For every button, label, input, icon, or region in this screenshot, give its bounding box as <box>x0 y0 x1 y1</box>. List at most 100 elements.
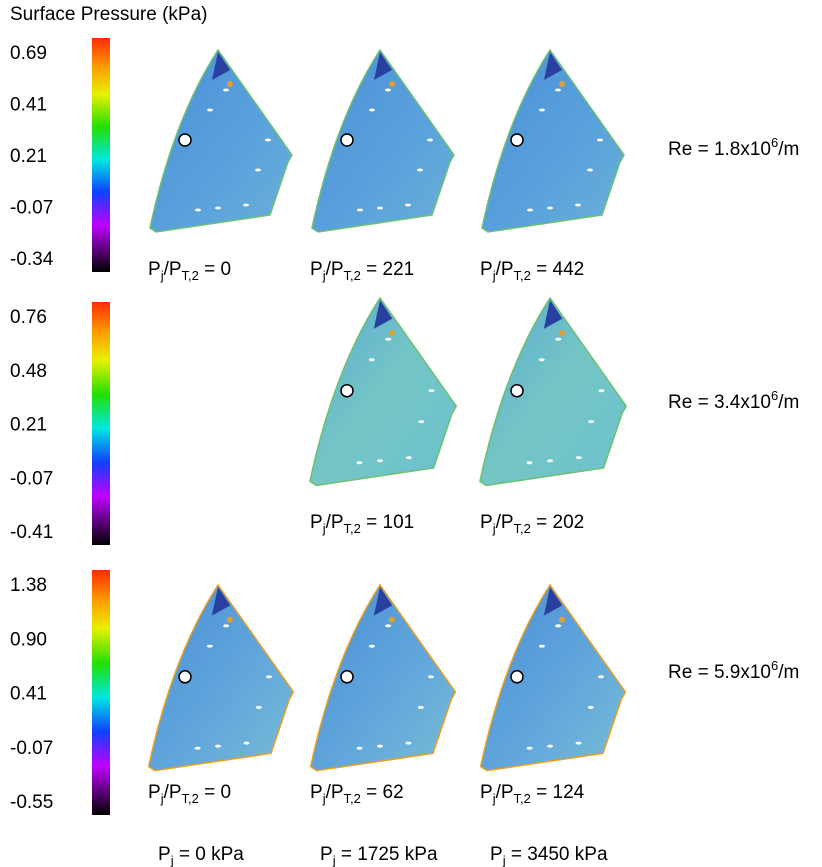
pj-label-part: j <box>502 853 506 867</box>
hole <box>510 133 524 147</box>
panel-label-part: = 442 <box>531 259 584 280</box>
hole-mark <box>555 88 561 92</box>
hole-mark <box>265 138 271 142</box>
hole-mark <box>597 138 603 142</box>
panel-label-part: /P <box>496 259 514 280</box>
apex-region <box>373 587 393 616</box>
hole-mark <box>598 675 604 679</box>
hole-mark <box>539 108 545 112</box>
hole-mark <box>598 389 605 393</box>
apex-region <box>212 52 230 80</box>
panel-label-part: /P <box>164 782 182 803</box>
panel-label: Pj/PT,2 = 0 <box>148 259 231 283</box>
apex-region <box>544 52 562 80</box>
hole-mark <box>527 208 533 212</box>
panel-label: Pj/PT,2 = 101 <box>310 512 414 536</box>
hole-mark <box>368 644 375 648</box>
panel-label-part: /P <box>326 782 344 803</box>
colorbar-label: -0.07 <box>10 738 53 759</box>
colorbar-label: 0.90 <box>10 629 47 650</box>
colorbar-label: -0.07 <box>10 468 53 489</box>
panel-label-part: T,2 <box>344 791 361 806</box>
panel-label-part: /P <box>326 512 344 533</box>
pj-label: Pj = 1725 kPa <box>320 844 438 867</box>
hole-mark <box>427 138 433 142</box>
hole-mark <box>555 337 562 341</box>
hole-mark <box>385 88 391 92</box>
hole-mark <box>405 741 412 745</box>
panel-label-part: P <box>480 512 493 533</box>
colorbar-label: -0.55 <box>10 792 53 813</box>
panel-label-part: P <box>310 782 323 803</box>
panel-label-part: = 202 <box>531 512 584 533</box>
hole-mark <box>587 705 594 709</box>
hole-mark <box>195 208 201 212</box>
panel-label-part: P <box>310 259 323 280</box>
pj-label-part: j <box>332 853 336 867</box>
re-label-part: /m <box>778 139 799 160</box>
apex-region <box>374 52 392 80</box>
hole-mark <box>385 337 392 341</box>
hole-mark <box>538 644 545 648</box>
hole-mark <box>255 705 262 709</box>
port <box>388 330 395 337</box>
panel-label-part: T,2 <box>182 791 199 806</box>
panel-label-part: /P <box>326 259 344 280</box>
re-label-part: Re = 1.8x10 <box>668 139 771 160</box>
re-label: Re = 1.8x106/m <box>668 135 799 160</box>
panel-label: Pj/PT,2 = 0 <box>148 782 231 806</box>
hole <box>340 383 354 398</box>
hole-mark <box>428 389 435 393</box>
hole-mark <box>356 461 363 465</box>
hole-mark <box>223 88 229 92</box>
title: Surface Pressure (kPa) <box>10 4 207 25</box>
hole <box>510 670 524 684</box>
re-label-part: Re = 5.9x10 <box>668 662 771 683</box>
panel-label: Pj/PT,2 = 442 <box>480 259 584 283</box>
panel-label-part: T,2 <box>344 521 361 536</box>
panel-label-part: = 221 <box>361 259 414 280</box>
hole-mark <box>588 420 595 424</box>
hole-mark <box>418 420 425 424</box>
panel-label-part: T,2 <box>344 268 361 283</box>
panel-label-part: T,2 <box>514 791 531 806</box>
port <box>558 330 565 337</box>
colorbar-label: -0.41 <box>10 522 53 543</box>
hole-mark <box>575 741 582 745</box>
hole-mark <box>547 459 553 463</box>
colorbar-label: 0.41 <box>10 95 47 116</box>
pj-label-part: P <box>490 844 503 865</box>
hole-mark <box>215 744 221 748</box>
panel-label-part: P <box>310 512 323 533</box>
pj-label-part: j <box>170 853 174 867</box>
panel-label-part: T,2 <box>182 268 199 283</box>
hole-mark <box>526 746 533 750</box>
hole <box>178 133 192 147</box>
re-label-part: 6 <box>771 135 778 150</box>
port <box>559 81 565 87</box>
hole-mark <box>356 746 363 750</box>
hole-mark <box>207 108 213 112</box>
pj-label: Pj = 0 kPa <box>158 844 244 867</box>
hole <box>340 670 354 684</box>
hole <box>178 670 192 684</box>
hole-mark <box>368 358 375 362</box>
colorbar-label: 1.38 <box>10 575 47 596</box>
panel-label-part: j <box>322 791 326 806</box>
pressure-map <box>149 48 293 233</box>
colorbar-label: 0.21 <box>10 415 47 436</box>
panel-label-part: /P <box>496 512 514 533</box>
panel-label-part: T,2 <box>514 521 531 536</box>
panel-label-part: P <box>480 782 493 803</box>
panel-label-part: j <box>322 521 326 536</box>
pj-label-part: P <box>158 844 171 865</box>
panel-label-part: j <box>492 268 496 283</box>
colorbar-label: -0.07 <box>10 198 53 219</box>
colorbar <box>92 302 110 545</box>
hole-mark <box>377 744 383 748</box>
hole <box>510 383 524 398</box>
hole-mark <box>547 744 553 748</box>
panel-label-part: j <box>322 268 326 283</box>
pressure-map <box>481 48 625 233</box>
hole-mark <box>575 203 581 207</box>
